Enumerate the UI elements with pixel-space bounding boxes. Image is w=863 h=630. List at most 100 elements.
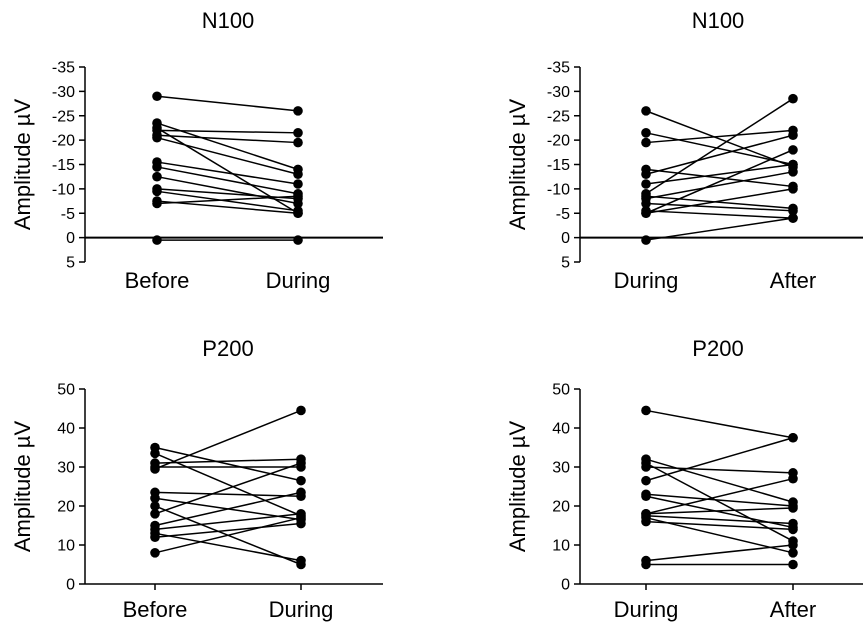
y-tick-label: -25	[52, 108, 75, 125]
y-tick-label: -35	[547, 60, 570, 77]
series-line	[645, 98, 794, 195]
y-tick-label: 20	[57, 499, 75, 516]
data-point	[788, 145, 798, 155]
series-line	[154, 452, 302, 517]
series-line	[156, 195, 299, 205]
y-tick-label: 40	[552, 421, 570, 438]
series-line	[645, 188, 794, 214]
x-category-label: Before	[125, 268, 190, 293]
series-line	[154, 491, 302, 497]
data-point	[641, 491, 651, 502]
data-point	[296, 487, 306, 498]
series-line	[154, 516, 302, 554]
y-tick-label: 30	[552, 460, 570, 477]
y-tick-label: -15	[547, 157, 570, 174]
data-point	[293, 128, 303, 138]
data-point	[788, 130, 798, 141]
data-point	[150, 548, 160, 558]
series-line	[156, 134, 299, 144]
series-line	[645, 493, 794, 507]
x-category-label: Before	[123, 597, 188, 622]
data-point	[788, 184, 798, 194]
data-point	[150, 509, 160, 519]
data-point	[293, 179, 303, 189]
data-point	[152, 123, 162, 133]
y-tick-label: -15	[52, 157, 75, 174]
series-line	[645, 544, 794, 562]
x-category-label: After	[770, 268, 816, 293]
series-line	[645, 132, 794, 166]
data-point	[296, 458, 306, 468]
series-line	[645, 163, 794, 185]
data-point	[152, 91, 162, 102]
data-point	[152, 186, 162, 197]
data-point	[152, 132, 162, 143]
series-line	[645, 134, 794, 175]
data-point	[788, 432, 798, 443]
data-point	[641, 106, 651, 116]
data-point	[788, 93, 798, 104]
y-tick-label: -5	[61, 206, 75, 223]
series-line	[645, 458, 794, 503]
data-point	[641, 509, 651, 519]
data-point	[641, 516, 651, 527]
y-tick-label: 0	[66, 577, 75, 594]
series-line	[156, 161, 299, 185]
y-tick-label: 50	[57, 382, 75, 399]
series-line	[645, 210, 794, 219]
data-point	[788, 159, 798, 170]
y-tick-label: -30	[52, 84, 75, 101]
y-tick-label: 10	[552, 538, 570, 555]
data-point	[788, 522, 798, 533]
data-point	[150, 532, 160, 542]
data-point	[641, 208, 651, 219]
y-tick-label: -10	[52, 181, 75, 198]
series-line	[154, 458, 302, 464]
y-tick-label: 0	[561, 230, 570, 247]
series-line	[645, 202, 794, 212]
y-tick-label: 0	[561, 577, 570, 594]
data-point	[150, 493, 160, 504]
series-line	[645, 437, 794, 482]
data-point	[150, 501, 160, 511]
data-point	[150, 448, 160, 459]
series-line	[156, 136, 299, 175]
data-point	[293, 235, 303, 245]
y-tick-label: 0	[66, 230, 75, 247]
data-point	[152, 162, 162, 172]
y-tick-label: 30	[57, 460, 75, 477]
series-line	[645, 217, 794, 241]
y-tick-label: 50	[552, 382, 570, 399]
series-line	[645, 507, 794, 515]
data-point	[641, 475, 651, 486]
data-point	[788, 473, 798, 484]
y-axis-label: Amplitude µV	[505, 421, 530, 553]
x-category-label: During	[614, 597, 679, 622]
series-line	[645, 110, 794, 168]
data-point	[788, 540, 798, 550]
data-point	[788, 213, 798, 223]
series-line	[156, 95, 299, 112]
chart-title: N100	[202, 8, 255, 33]
series-line	[645, 171, 794, 200]
y-tick-label: -25	[547, 108, 570, 125]
series-line	[645, 195, 794, 210]
series-line	[156, 166, 299, 195]
series-line	[154, 462, 302, 515]
y-axis-label: Amplitude µV	[10, 99, 35, 231]
data-point	[296, 512, 306, 523]
x-category-label: After	[770, 597, 816, 622]
y-tick-label: 20	[552, 499, 570, 516]
data-point	[293, 191, 303, 201]
data-point	[293, 137, 303, 148]
y-tick-label: -20	[52, 133, 75, 150]
x-category-label: During	[266, 268, 331, 293]
data-point	[152, 171, 162, 182]
data-point	[293, 208, 303, 219]
data-point	[293, 106, 303, 116]
data-point	[293, 169, 303, 180]
data-point	[788, 203, 798, 214]
